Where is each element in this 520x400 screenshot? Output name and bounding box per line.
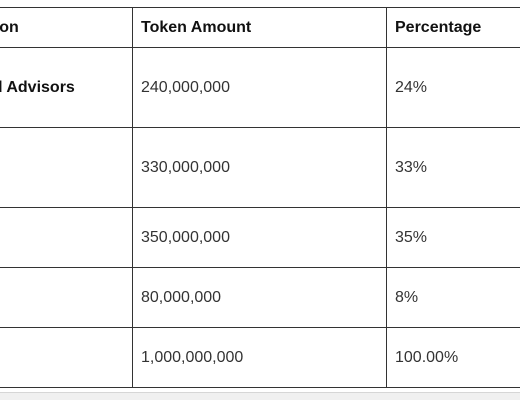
category-cell <box>0 327 133 388</box>
header-distribution: Distribution <box>0 7 133 48</box>
percentage-cell: 100.00% <box>386 327 520 388</box>
category-cell: Team and Advisors <box>0 47 133 128</box>
token-amount-cell: 330,000,000 <box>132 127 387 208</box>
token-amount-cell: 240,000,000 <box>132 47 387 128</box>
table-row: 350,000,000 35% <box>0 207 520 268</box>
token-amount-cell: 80,000,000 <box>132 267 387 328</box>
table-row: Team and Advisors 240,000,000 24% <box>0 47 520 128</box>
percentage-cell: 24% <box>386 47 520 128</box>
table-row: 330,000,000 33% <box>0 127 520 208</box>
horizontal-scrollbar-track[interactable] <box>0 392 520 400</box>
percentage-cell: 8% <box>386 267 520 328</box>
percentage-cell: 33% <box>386 127 520 208</box>
table-header-row: Distribution Token Amount Percentage <box>0 7 520 48</box>
category-cell <box>0 207 133 268</box>
category-cell <box>0 127 133 208</box>
percentage-cell: 35% <box>386 207 520 268</box>
header-token-amount: Token Amount <box>132 7 387 48</box>
token-amount-cell: 350,000,000 <box>132 207 387 268</box>
table-row: 80,000,000 8% <box>0 267 520 328</box>
table-row-total: 1,000,000,000 100.00% <box>0 327 520 388</box>
token-amount-cell: 1,000,000,000 <box>132 327 387 388</box>
header-percentage: Percentage <box>386 7 520 48</box>
token-allocation-table: Distribution Token Amount Percentage Tea… <box>0 7 520 388</box>
category-cell <box>0 267 133 328</box>
